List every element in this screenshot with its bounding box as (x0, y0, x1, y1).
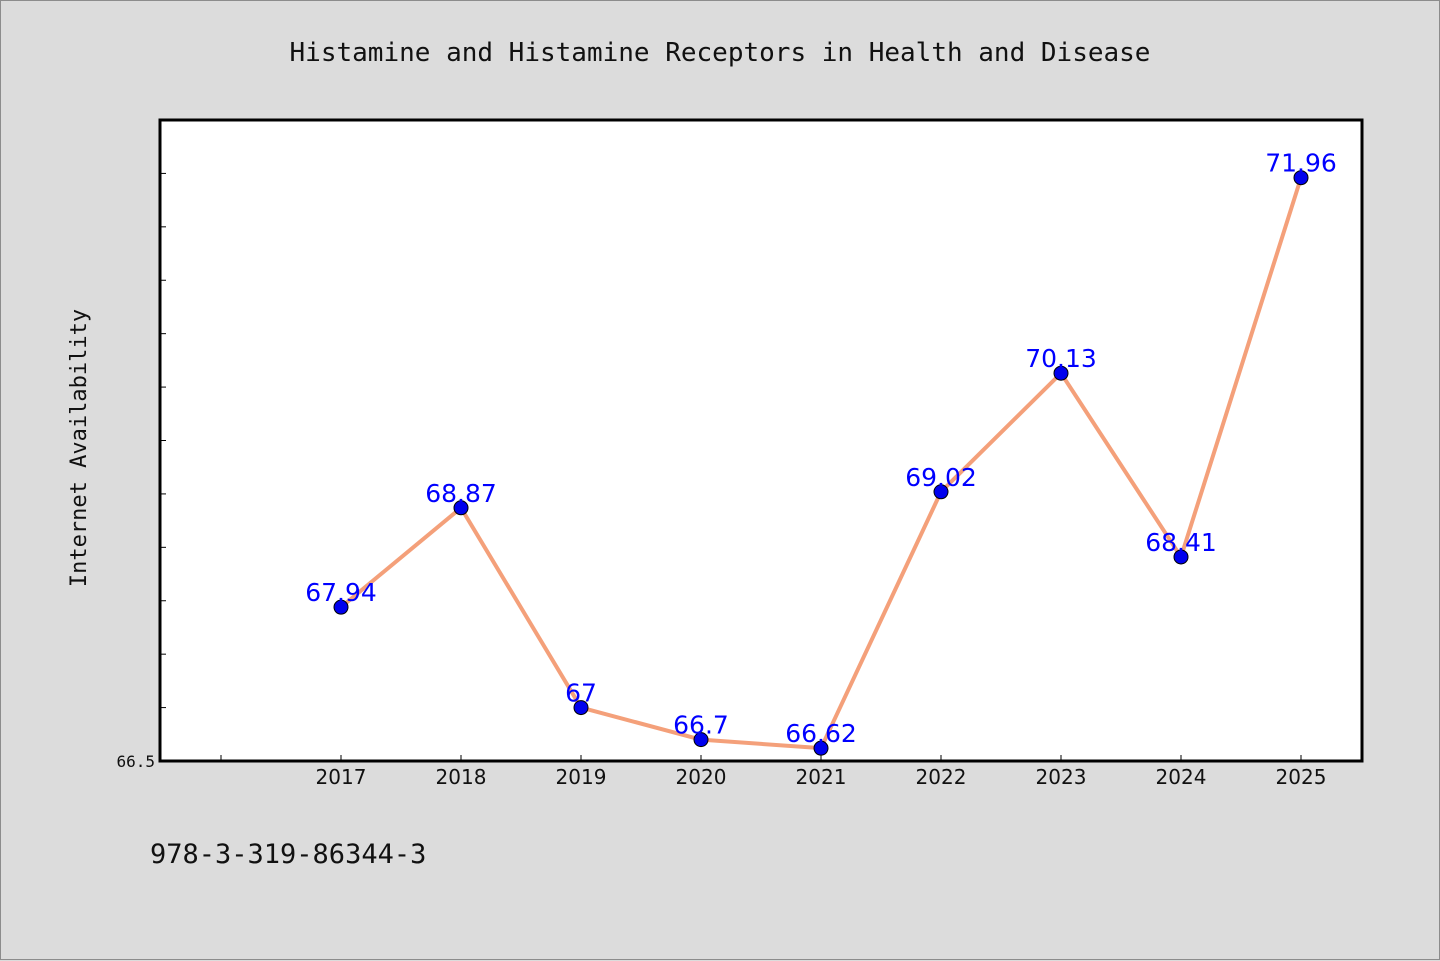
data-label: 70.13 (1025, 344, 1097, 373)
plot-area (160, 120, 1362, 761)
series-markers (333, 170, 1309, 756)
data-label: 71.96 (1265, 149, 1337, 178)
x-tick-label: 2024 (1156, 765, 1207, 789)
x-tick-label: 2020 (676, 765, 727, 789)
x-tick-label: 2019 (556, 765, 607, 789)
isbn-footer: 978-3-319-86344-3 (150, 839, 426, 870)
y-axis-label: Internet Availability (67, 309, 92, 587)
chart-title: Histamine and Histamine Receptors in Hea… (290, 38, 1151, 68)
data-label: 68.41 (1145, 528, 1217, 557)
y-tick-label: 66.5 (116, 752, 155, 771)
x-tick-label: 2025 (1276, 765, 1327, 789)
data-point (573, 700, 589, 716)
x-tick-label: 2017 (316, 765, 367, 789)
plot-frame (158, 118, 1364, 763)
axis-ticks: 2017 2018 2019 2020 2021 2022 2023 2024 2025 (160, 119, 1327, 789)
data-label: 66.7 (673, 711, 729, 740)
data-point (333, 599, 349, 615)
data-point (453, 500, 469, 516)
data-label: 66.62 (785, 719, 857, 748)
data-labels: 67.94 68.87 67 66.7 66.62 69.02 70.13 68.41 71.9… (305, 149, 1337, 748)
data-point (1173, 549, 1189, 565)
x-tick-label: 2023 (1036, 765, 1087, 789)
x-tick-label: 2021 (796, 765, 847, 789)
data-point (1293, 170, 1309, 186)
data-label: 69.02 (905, 463, 977, 492)
data-label: 68.87 (425, 479, 497, 508)
data-point (1053, 365, 1069, 381)
data-label: 67.94 (305, 578, 377, 607)
data-point (693, 732, 709, 748)
x-tick-label: 2022 (916, 765, 967, 789)
data-point (933, 484, 949, 500)
data-point (813, 740, 829, 756)
x-tick-label: 2018 (436, 765, 487, 789)
data-label: 67 (565, 679, 597, 708)
